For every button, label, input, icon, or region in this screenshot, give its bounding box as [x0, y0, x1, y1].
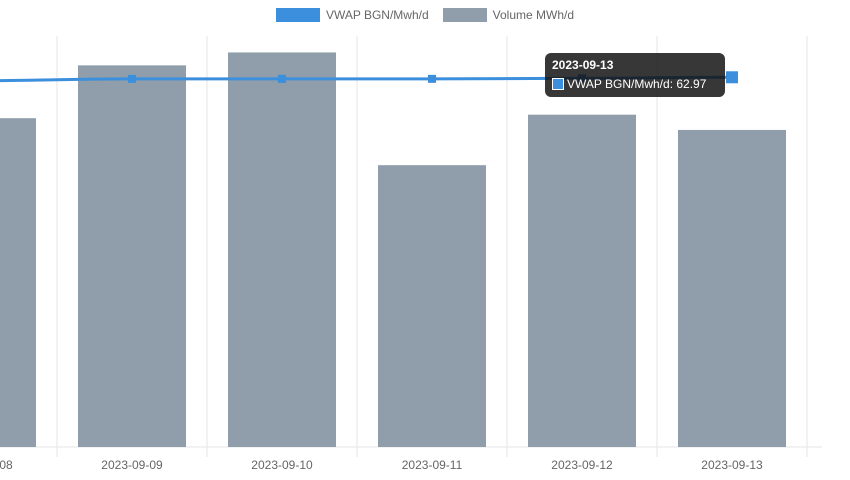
volume-bars — [0, 52, 786, 448]
volume-bar-2023-09-09[interactable] — [78, 65, 186, 447]
legend-swatch-volume — [442, 8, 487, 22]
legend-item-vwap[interactable]: VWAP BGN/Mwh/d — [275, 8, 429, 22]
vwap-point-2023-09-13[interactable] — [726, 71, 738, 84]
volume-bar-2023-09-10[interactable] — [228, 52, 336, 447]
tooltip-body: VWAP BGN/Mwh/d: 62.97 — [552, 75, 718, 93]
vwap-point-2023-09-11[interactable] — [428, 74, 436, 83]
x-axis-tick-labels: 2023-09-08 2023-09-09 2023-09-10 2023-09-11… — [0, 458, 763, 472]
volume-bar-2023-09-11[interactable] — [378, 165, 486, 447]
tooltip-swatch — [552, 78, 564, 90]
volume-bar-2023-09-13[interactable] — [678, 129, 786, 447]
legend-swatch-vwap — [275, 8, 320, 22]
x-tick-label: 2023-09-11 — [402, 458, 463, 472]
legend-item-volume[interactable]: Volume MWh/d — [442, 8, 575, 22]
x-tick-label: 2023-09-10 — [251, 458, 313, 472]
x-tick-label: 2023-09-09 — [101, 458, 163, 472]
volume-bar-2023-09-08[interactable] — [0, 118, 36, 447]
tooltip-label: VWAP BGN/Mwh/d: 62.97 — [567, 77, 707, 91]
volume-bar-2023-09-12[interactable] — [528, 114, 636, 448]
chart-tooltip: 2023-09-13 VWAP BGN/Mwh/d: 62.97 — [545, 53, 725, 97]
vwap-point-2023-09-10[interactable] — [278, 74, 286, 83]
x-tick-label: 2023-09-12 — [551, 458, 613, 472]
legend: VWAP BGN/Mwh/d Volume MWh/d — [0, 8, 850, 22]
x-tick-label: 2023-09-08 — [0, 458, 13, 472]
vwap-point-2023-09-09[interactable] — [128, 74, 136, 83]
legend-label-vwap: VWAP BGN/Mwh/d — [325, 8, 429, 22]
tooltip-title: 2023-09-13 — [552, 58, 614, 72]
legend-label-volume: Volume MWh/d — [492, 8, 575, 22]
x-tick-label: 2023-09-13 — [701, 458, 763, 472]
